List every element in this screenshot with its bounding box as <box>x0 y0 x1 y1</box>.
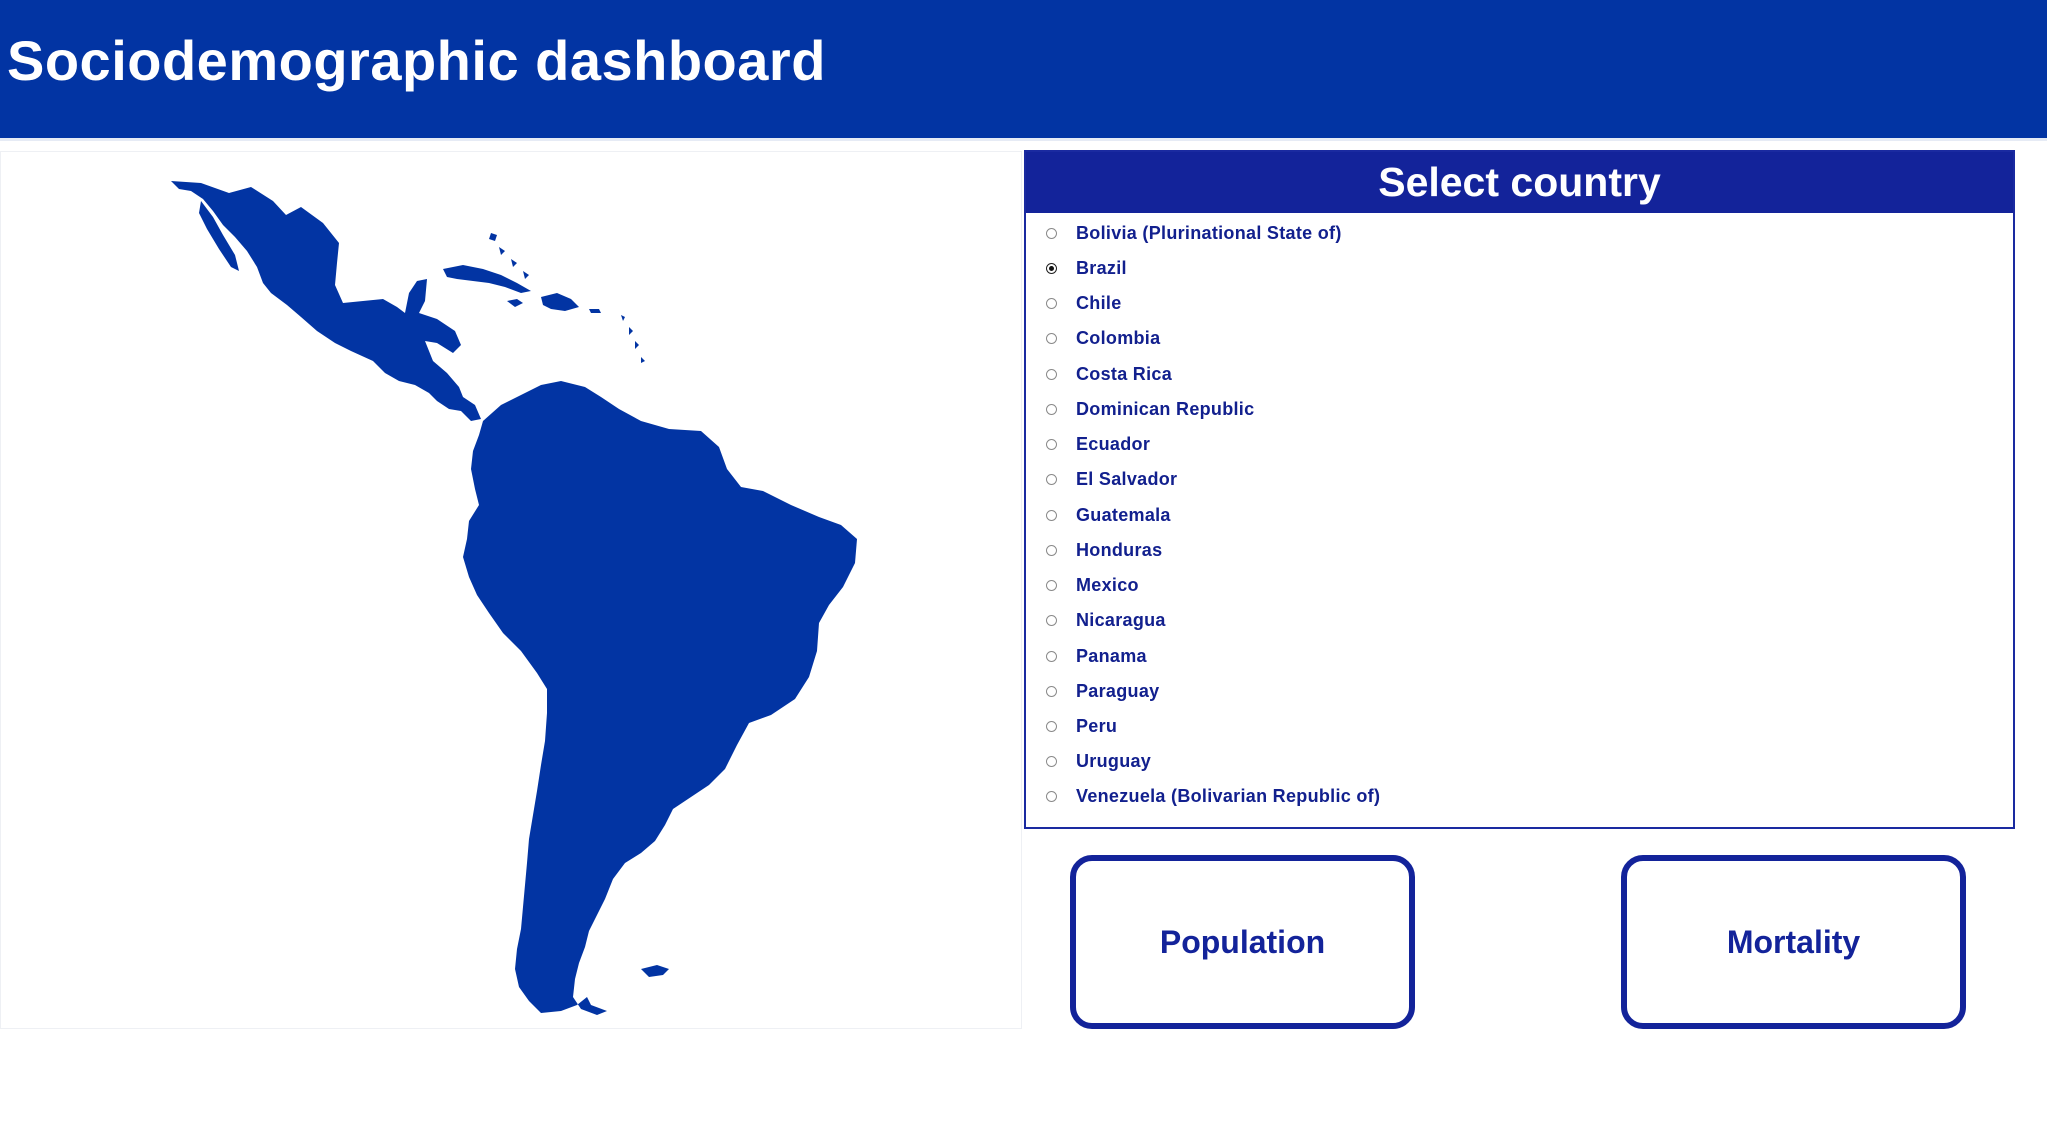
header-bar: Sociodemographic dashboard <box>0 0 2047 138</box>
radio-button[interactable] <box>1046 614 1057 626</box>
radio-button[interactable] <box>1046 509 1057 521</box>
radio-button[interactable] <box>1046 720 1057 732</box>
country-selector-panel: Select country Bolivia (Plurinational St… <box>1024 150 2015 829</box>
map-cuba <box>443 265 531 293</box>
country-option-label: Costa Rica <box>1076 363 1173 384</box>
country-option-label: Panama <box>1076 645 1147 666</box>
country-option-costa-rica[interactable]: Costa Rica <box>1046 359 1172 389</box>
country-option-label: El Salvador <box>1076 468 1178 489</box>
map-panel <box>0 151 1022 1029</box>
country-option-uruguay[interactable]: Uruguay <box>1046 746 1151 776</box>
country-option-bolivia[interactable]: Bolivia (Plurinational State of) <box>1046 218 1342 248</box>
map-hispaniola <box>541 293 579 311</box>
country-option-label: Brazil <box>1076 257 1127 278</box>
latin-america-map <box>171 181 857 1015</box>
country-option-honduras[interactable]: Honduras <box>1046 535 1162 565</box>
country-option-label: Dominican Republic <box>1076 398 1255 419</box>
radio-button[interactable] <box>1046 650 1057 662</box>
country-option-dominican-republic[interactable]: Dominican Republic <box>1046 394 1254 424</box>
country-option-label: Paraguay <box>1076 680 1160 701</box>
radio-button[interactable] <box>1046 438 1057 450</box>
radio-button[interactable] <box>1046 297 1057 309</box>
country-option-label: Peru <box>1076 715 1118 736</box>
country-option-label: Mexico <box>1076 574 1139 595</box>
country-option-label: Bolivia (Plurinational State of) <box>1076 222 1342 243</box>
country-option-panama[interactable]: Panama <box>1046 641 1147 671</box>
map-mexico-central-america <box>171 181 481 421</box>
country-option-nicaragua[interactable]: Nicaragua <box>1046 605 1166 635</box>
country-option-label: Uruguay <box>1076 750 1152 771</box>
country-option-label: Colombia <box>1076 327 1161 348</box>
country-option-label: Guatemala <box>1076 504 1171 525</box>
country-option-paraguay[interactable]: Paraguay <box>1046 676 1159 706</box>
radio-button[interactable] <box>1046 403 1057 415</box>
radio-button[interactable] <box>1046 685 1057 697</box>
radio-button[interactable] <box>1046 579 1057 591</box>
radio-button[interactable] <box>1046 755 1057 767</box>
country-option-label: Chile <box>1076 292 1122 313</box>
radio-button[interactable] <box>1046 227 1057 239</box>
country-option-mexico[interactable]: Mexico <box>1046 570 1139 600</box>
country-option-label: Honduras <box>1076 539 1163 560</box>
radio-button[interactable] <box>1046 368 1057 380</box>
population-button[interactable]: Population <box>1070 855 1415 1029</box>
country-option-label: Venezuela (Bolivarian Republic of) <box>1076 785 1381 806</box>
radio-button[interactable] <box>1046 544 1057 556</box>
radio-button[interactable] <box>1046 473 1057 485</box>
country-option-brazil[interactable]: Brazil <box>1046 253 1127 283</box>
header-divider <box>0 138 2047 141</box>
country-option-colombia[interactable]: Colombia <box>1046 323 1160 353</box>
map-south-america <box>463 381 857 1015</box>
radio-button-selected[interactable] <box>1046 262 1057 274</box>
country-option-peru[interactable]: Peru <box>1046 711 1117 741</box>
country-option-chile[interactable]: Chile <box>1046 288 1122 318</box>
country-option-label: Nicaragua <box>1076 609 1166 630</box>
country-option-venezuela[interactable]: Venezuela (Bolivarian Republic of) <box>1046 781 1380 811</box>
country-option-label: Ecuador <box>1076 433 1151 454</box>
radio-button[interactable] <box>1046 790 1057 802</box>
country-selector-title: Select country <box>1026 152 2013 213</box>
country-option-el-salvador[interactable]: El Salvador <box>1046 464 1177 494</box>
mortality-button[interactable]: Mortality <box>1621 855 1966 1029</box>
page-title: Sociodemographic dashboard <box>7 29 826 92</box>
country-option-guatemala[interactable]: Guatemala <box>1046 500 1171 530</box>
country-option-ecuador[interactable]: Ecuador <box>1046 429 1150 459</box>
radio-button[interactable] <box>1046 332 1057 344</box>
